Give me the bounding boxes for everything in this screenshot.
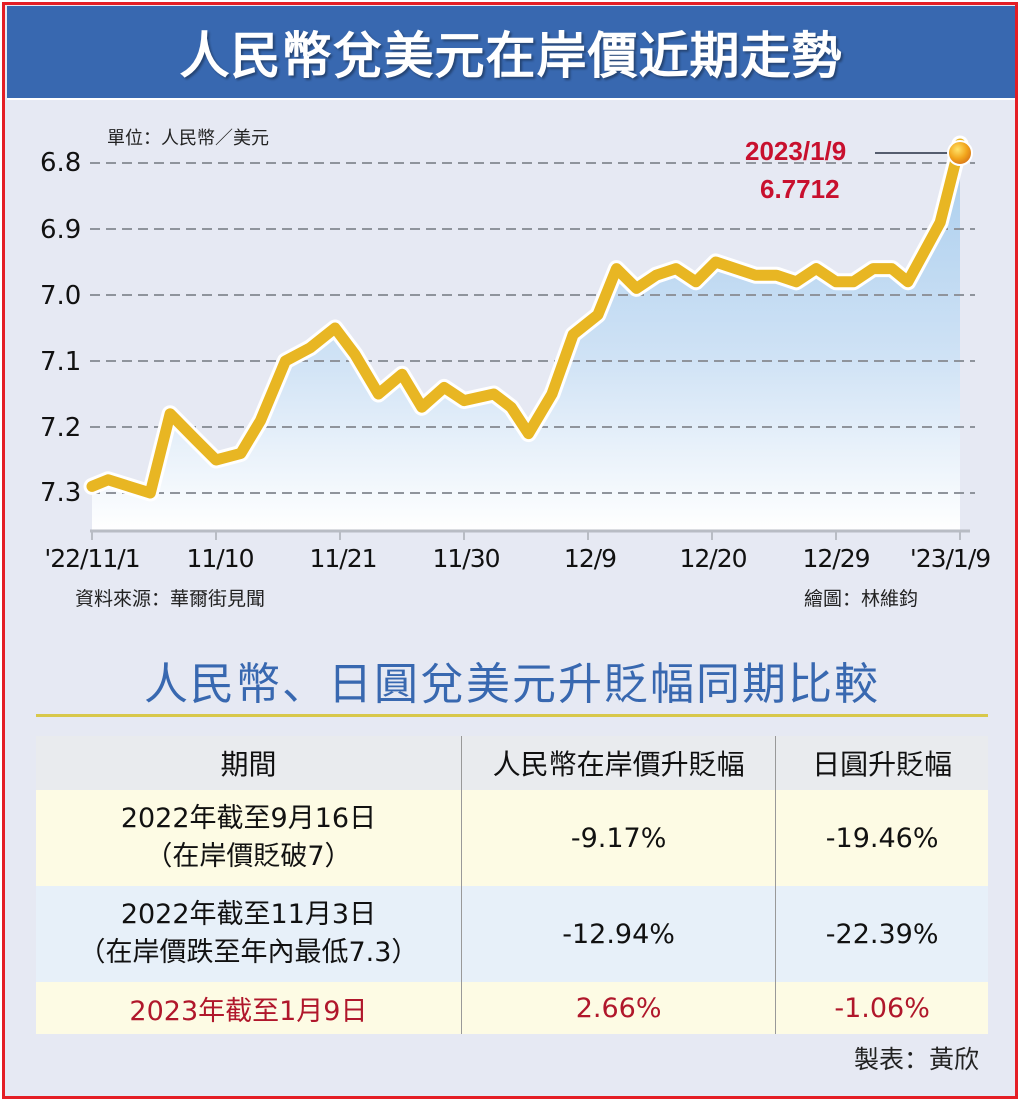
y-tick-label: 6.9	[40, 215, 82, 245]
y-tick-label: 6.8	[40, 148, 82, 178]
divider	[36, 714, 988, 717]
chart-credit: 繪圖：林維鈞	[804, 588, 919, 610]
x-tick-label: 11/21	[309, 544, 377, 573]
annotation-value: 6.7712	[760, 174, 840, 204]
x-tick-label: 12/20	[679, 544, 747, 573]
period-cell: 2022年截至11月3日 （在岸價跌至年內最低7.3）	[36, 886, 462, 982]
series-line	[86, 138, 966, 499]
jpy-change-cell: -22.39%	[775, 886, 988, 982]
table-header-row: 期間 人民幣在岸價升貶幅 日圓升貶幅	[36, 736, 988, 790]
endpoint-marker	[947, 140, 973, 166]
table-row: 2022年截至11月3日 （在岸價跌至年內最低7.3） -12.94% -22.…	[36, 886, 988, 982]
jpy-change-cell: -19.46%	[775, 790, 988, 886]
unit-label: 單位：人民幣／美元	[107, 128, 269, 149]
comparison-table: 期間 人民幣在岸價升貶幅 日圓升貶幅 2022年截至9月16日 （在岸價貶破7）…	[36, 736, 988, 1034]
table-title: 人民幣、日圓兌美元升貶幅同期比較	[144, 659, 880, 710]
cny-change-cell: -9.17%	[461, 790, 777, 886]
table-row-highlight: 2023年截至1月9日 2.66% -1.06%	[36, 982, 988, 1034]
line-chart	[83, 135, 975, 540]
table-row: 2022年截至9月16日 （在岸價貶破7） -9.17% -19.46%	[36, 790, 988, 886]
x-tick-label: '22/11/1	[44, 544, 140, 573]
x-tick-label: 12/29	[802, 544, 870, 573]
y-tick-label: 7.3	[40, 478, 82, 508]
grid-lines	[90, 162, 975, 494]
cny-change-cell: 2.66%	[461, 982, 777, 1034]
x-tick-label: 11/10	[186, 544, 254, 573]
chart-plot-area	[83, 135, 975, 540]
column-header: 人民幣在岸價升貶幅	[461, 736, 777, 790]
cny-change-cell: -12.94%	[461, 886, 777, 982]
y-tick-label: 7.2	[40, 413, 82, 443]
y-tick-label: 7.0	[40, 281, 82, 311]
x-tick-label: '23/1/9	[909, 544, 991, 573]
x-tick-label: 12/9	[563, 544, 617, 573]
y-tick-label: 7.1	[40, 347, 82, 377]
table-credit: 製表：黃欣	[853, 1045, 979, 1074]
x-tick-label: 11/30	[432, 544, 500, 573]
page-title: 人民幣兌美元在岸價近期走勢	[7, 6, 1015, 100]
chart-source: 資料來源：華爾街見聞	[75, 588, 266, 610]
period-cell: 2022年截至9月16日 （在岸價貶破7）	[36, 790, 462, 886]
period-cell: 2023年截至1月9日	[36, 982, 462, 1034]
jpy-change-cell: -1.06%	[775, 982, 988, 1034]
x-axis-ticks	[91, 531, 961, 540]
annotation-date: 2023/1/9	[745, 136, 847, 166]
column-header: 日圓升貶幅	[775, 736, 988, 790]
column-header: 期間	[36, 736, 462, 790]
